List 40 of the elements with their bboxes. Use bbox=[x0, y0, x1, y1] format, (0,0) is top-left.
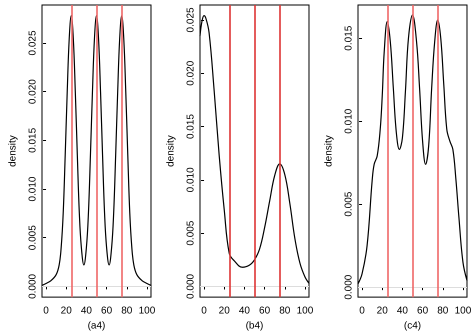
x-tick-label: 20 bbox=[376, 306, 388, 317]
y-tick-label: 0.015 bbox=[28, 127, 38, 153]
y-axis-title: density bbox=[324, 135, 334, 167]
y-tick-label: 0.005 bbox=[28, 224, 38, 250]
x-tick-label: 40 bbox=[238, 306, 250, 317]
y-axis-title: density bbox=[8, 135, 18, 167]
y-tick-label: 0.000 bbox=[28, 273, 38, 299]
x-tick-label: 20 bbox=[218, 306, 230, 317]
y-tick-label: 0.025 bbox=[186, 6, 196, 32]
x-axis-title: (c4) bbox=[404, 320, 422, 332]
y-axis-title: density bbox=[166, 135, 176, 167]
x-tick-label: 0 bbox=[201, 306, 208, 317]
y-tick-label: 0.005 bbox=[344, 191, 354, 217]
x-tick-label: 100 bbox=[454, 306, 472, 317]
x-tick-label: 100 bbox=[138, 306, 156, 317]
y-tick-label: 0.010 bbox=[28, 176, 38, 202]
x-tick-label: 40 bbox=[396, 306, 408, 317]
y-tick-label: 0.015 bbox=[344, 25, 354, 51]
y-tick-label: 0.000 bbox=[186, 273, 196, 299]
y-tick-label: 0.005 bbox=[186, 220, 196, 246]
x-axis-title: (b4) bbox=[246, 320, 264, 332]
x-tick-label: 0 bbox=[359, 306, 366, 317]
x-tick-label: 100 bbox=[296, 306, 314, 317]
y-tick-label: 0.025 bbox=[28, 30, 38, 56]
x-tick-label: 20 bbox=[60, 306, 72, 317]
x-tick-label: 80 bbox=[121, 306, 133, 317]
x-axis-title: (a4) bbox=[88, 320, 106, 332]
y-tick-label: 0.000 bbox=[344, 274, 354, 300]
y-tick-label: 0.010 bbox=[344, 108, 354, 134]
x-tick-label: 80 bbox=[279, 306, 291, 317]
y-tick-label: 0.020 bbox=[186, 60, 196, 86]
x-tick-label: 60 bbox=[101, 306, 113, 317]
y-tick-label: 0.015 bbox=[186, 114, 196, 140]
x-tick-label: 0 bbox=[43, 306, 50, 317]
y-tick-label: 0.010 bbox=[186, 166, 196, 192]
x-tick-label: 80 bbox=[437, 306, 449, 317]
y-tick-label: 0.020 bbox=[28, 78, 38, 104]
x-tick-label: 60 bbox=[259, 306, 271, 317]
x-tick-label: 60 bbox=[417, 306, 429, 317]
x-tick-label: 40 bbox=[80, 306, 92, 317]
